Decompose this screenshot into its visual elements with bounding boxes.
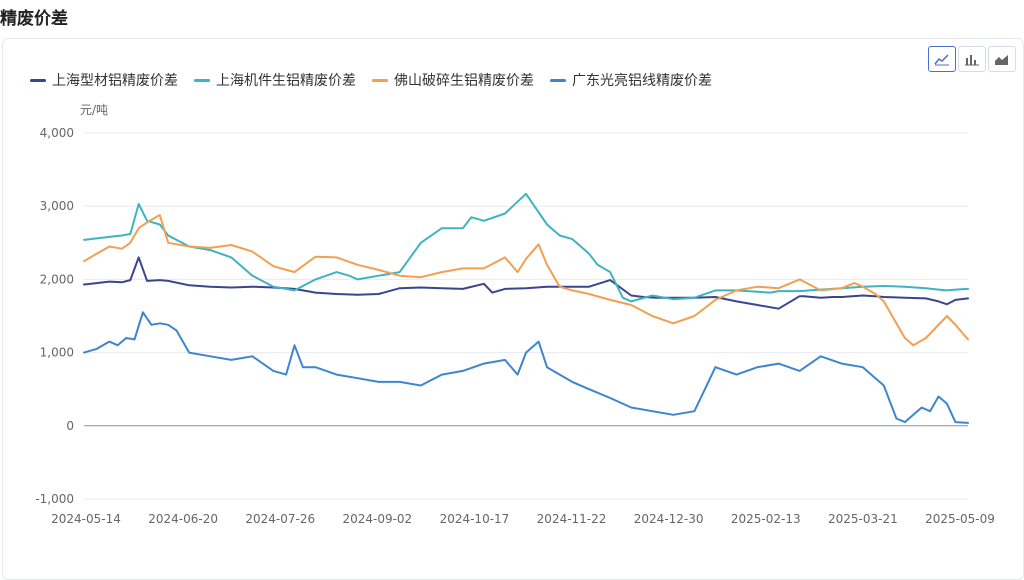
x-tick-label: 2024-05-14 [51, 512, 121, 526]
line-chart-icon [934, 54, 949, 66]
y-tick-label: 0 [66, 419, 74, 433]
bar-chart-icon [965, 55, 979, 66]
legend-swatch [372, 78, 388, 82]
chart-legend: 上海型材铝精废价差 上海机件生铝精废价差 佛山破碎生铝精废价差 广东光亮铝线精废价差 [30, 70, 712, 90]
legend-item[interactable]: 佛山破碎生铝精废价差 [372, 70, 534, 90]
legend-swatch [194, 78, 210, 82]
bar-chart-button[interactable] [958, 46, 986, 72]
x-tick-label: 2025-02-13 [731, 512, 801, 526]
legend-label: 广东光亮铝线精废价差 [572, 73, 712, 89]
legend-item[interactable]: 上海型材铝精废价差 [30, 70, 178, 90]
series-line-2 [83, 214, 969, 347]
series-line-0 [83, 256, 969, 310]
chart-type-toolbar [928, 46, 1016, 72]
y-tick-label: 2,000 [40, 272, 74, 286]
series-line-3 [83, 311, 969, 424]
y-tick-label: -1,000 [35, 492, 74, 506]
x-tick-label: 2024-06-20 [148, 512, 218, 526]
x-tick-label: 2024-11-22 [537, 512, 607, 526]
area-chart-button[interactable] [988, 46, 1016, 72]
y-tick-label: 1,000 [40, 346, 74, 360]
legend-item[interactable]: 广东光亮铝线精废价差 [550, 70, 712, 90]
line-chart: -1,000 0 1,000 2,000 3,000 4,000 2024-05-14 202… [35, 126, 995, 526]
page-title: 精废价差 [0, 9, 68, 29]
legend-label: 佛山破碎生铝精废价差 [394, 73, 534, 89]
legend-label: 上海型材铝精废价差 [52, 73, 178, 89]
x-tick-label: 2025-03-21 [828, 512, 898, 526]
legend-swatch [30, 78, 46, 82]
line-chart-button[interactable] [928, 46, 956, 72]
legend-swatch [550, 78, 566, 82]
x-tick-label: 2024-09-02 [342, 512, 412, 526]
legend-item[interactable]: 上海机件生铝精废价差 [194, 70, 356, 90]
y-tick-label: 3,000 [40, 199, 74, 213]
x-tick-label: 2025-05-09 [925, 512, 995, 526]
x-tick-label: 2024-07-26 [245, 512, 315, 526]
x-tick-label: 2024-12-30 [634, 512, 704, 526]
y-axis-unit: 元/吨 [80, 103, 109, 117]
y-tick-label: 4,000 [40, 126, 74, 140]
legend-label: 上海机件生铝精废价差 [216, 73, 356, 89]
area-chart-icon [995, 55, 1008, 65]
x-tick-label: 2024-10-17 [440, 512, 510, 526]
